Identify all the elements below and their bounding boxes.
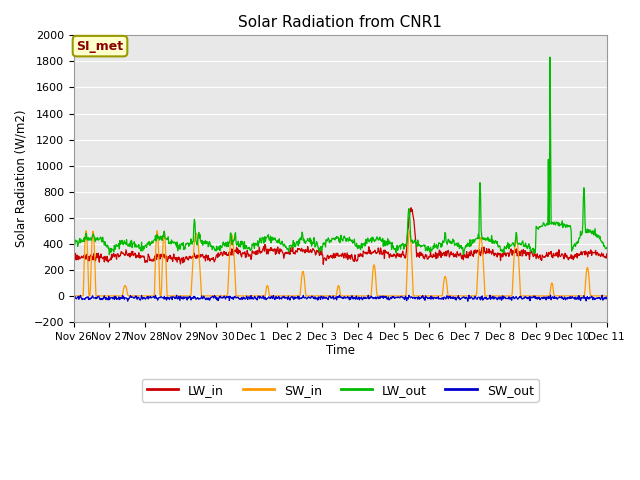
Text: SI_met: SI_met xyxy=(76,40,124,53)
LW_out xyxy=(385,240,392,246)
Line: SW_in: SW_in xyxy=(74,231,607,296)
SW_out xyxy=(292,296,300,301)
SW_out xyxy=(95,295,103,301)
Title: Solar Radiation from CNR1: Solar Radiation from CNR1 xyxy=(238,15,442,30)
Line: LW_in: LW_in xyxy=(74,208,607,264)
LW_in xyxy=(70,258,77,264)
SW_in xyxy=(292,293,300,299)
LW_out xyxy=(170,240,177,246)
SW_in xyxy=(577,293,584,299)
SW_out xyxy=(603,296,611,301)
SW_out xyxy=(385,294,392,300)
SW_in xyxy=(385,293,392,299)
LW_in xyxy=(291,251,299,257)
SW_in xyxy=(170,293,177,299)
SW_in xyxy=(585,274,593,279)
SW_in xyxy=(82,228,90,234)
LW_in xyxy=(319,262,327,267)
SW_out xyxy=(169,294,177,300)
LW_out xyxy=(70,244,77,250)
SW_out xyxy=(70,295,77,300)
LW_out xyxy=(95,236,103,242)
LW_in xyxy=(385,249,392,255)
SW_in xyxy=(96,293,104,299)
LW_in xyxy=(407,205,415,211)
SW_out xyxy=(586,294,593,300)
LW_in xyxy=(95,259,103,265)
LW_in xyxy=(603,251,611,257)
SW_out xyxy=(577,295,585,301)
Y-axis label: Solar Radiation (W/m2): Solar Radiation (W/m2) xyxy=(15,110,28,247)
LW_out xyxy=(546,54,554,60)
SW_in xyxy=(70,293,77,299)
LW_in xyxy=(577,249,585,254)
SW_out xyxy=(173,292,180,298)
Line: SW_out: SW_out xyxy=(74,295,607,301)
LW_in xyxy=(169,259,177,264)
LW_out xyxy=(577,232,585,238)
LW_in xyxy=(586,251,593,256)
LW_out xyxy=(586,229,593,235)
Line: LW_out: LW_out xyxy=(74,57,607,255)
LW_out xyxy=(292,243,300,249)
LW_out xyxy=(106,252,113,258)
Legend: LW_in, SW_in, LW_out, SW_out: LW_in, SW_in, LW_out, SW_out xyxy=(141,379,539,402)
X-axis label: Time: Time xyxy=(326,345,355,358)
SW_out xyxy=(464,299,472,304)
LW_out xyxy=(603,244,611,250)
SW_in xyxy=(603,293,611,299)
